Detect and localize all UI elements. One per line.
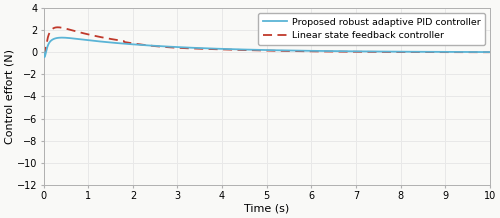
Proposed robust adaptive PID controller [212,47,218,50]
Proposed robust adaptive PID controller [430,51,436,53]
Proposed robust adaptive PID controller [59,36,65,39]
Linear state feedback controller [486,51,492,54]
Linear state feedback controller [118,39,124,42]
Proposed robust adaptive PID controller [486,51,492,53]
Linear state feedback controller [212,48,218,51]
Proposed robust adaptive PID controller [92,40,98,42]
Line: Linear state feedback controller: Linear state feedback controller [44,27,490,54]
Proposed robust adaptive PID controller [118,42,124,45]
Linear state feedback controller [478,51,484,54]
Linear state feedback controller [92,35,98,37]
Linear state feedback controller [54,26,60,29]
Line: Proposed robust adaptive PID controller: Proposed robust adaptive PID controller [44,38,490,57]
Proposed robust adaptive PID controller [40,51,46,54]
Proposed robust adaptive PID controller [478,51,484,53]
Linear state feedback controller [232,48,237,51]
Proposed robust adaptive PID controller [42,56,48,58]
Linear state feedback controller [430,51,436,53]
X-axis label: Time (s): Time (s) [244,204,290,214]
Legend: Proposed robust adaptive PID controller, Linear state feedback controller: Proposed robust adaptive PID controller,… [258,13,485,45]
Proposed robust adaptive PID controller [232,48,237,51]
Linear state feedback controller [41,53,47,55]
Y-axis label: Control effort (N): Control effort (N) [4,49,14,144]
Linear state feedback controller [40,51,46,54]
